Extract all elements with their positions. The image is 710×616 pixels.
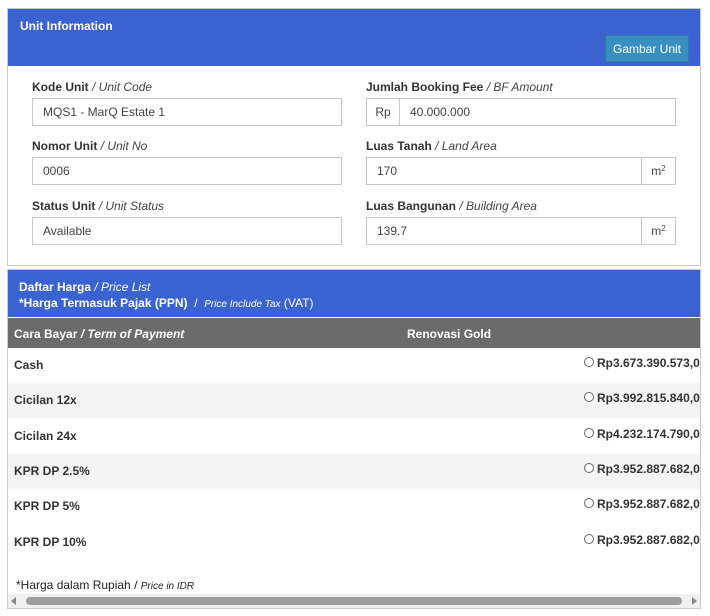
payment-term: Cash bbox=[14, 358, 44, 372]
payment-term: Cicilan 12x bbox=[14, 393, 77, 407]
nomor-unit-field[interactable]: 0006 bbox=[32, 157, 342, 185]
luas-bangunan-value: 139.7 bbox=[377, 224, 408, 238]
price-value: Rp3.952.887.682,00 bbox=[597, 533, 701, 547]
price-list-panel: Daftar Harga / Price List *Harga Termasu… bbox=[7, 269, 701, 609]
horizontal-scrollbar[interactable] bbox=[8, 594, 700, 608]
unit-information-title: Unit Information bbox=[20, 19, 113, 33]
col-product-header: Renovasi Gold bbox=[407, 327, 492, 341]
booking-fee-currency: Rp bbox=[366, 98, 400, 126]
price-option[interactable]: Rp3.952.887.682,00 bbox=[584, 462, 701, 476]
table-row: KPR DP 10% Rp3.952.887.682,00 bbox=[8, 525, 700, 560]
luas-tanah-value: 170 bbox=[377, 164, 398, 178]
price-value: Rp3.992.815.840,00 bbox=[597, 391, 701, 405]
payment-term: KPR DP 2.5% bbox=[14, 464, 90, 478]
price-option[interactable]: Rp4.232.174.790,00 bbox=[584, 427, 701, 441]
gambar-unit-button[interactable]: Gambar Unit bbox=[605, 35, 689, 62]
status-unit-label: Status Unit / Unit Status bbox=[32, 199, 165, 213]
price-value: Rp3.952.887.682,00 bbox=[597, 462, 701, 476]
luas-bangunan-field[interactable]: 139.7 bbox=[366, 217, 642, 245]
price-option[interactable]: Rp3.952.887.682,00 bbox=[584, 497, 701, 511]
price-option[interactable]: Rp3.992.815.840,00 bbox=[584, 391, 701, 405]
radio-button[interactable] bbox=[584, 357, 594, 367]
price-value: Rp3.952.887.682,00 bbox=[597, 497, 701, 511]
kode-unit-value: MQS1 - MarQ Estate 1 bbox=[43, 105, 166, 119]
table-row: Cash Rp3.673.390.573,00 bbox=[8, 348, 700, 383]
luas-tanah-label: Luas Tanah / Land Area bbox=[366, 139, 497, 153]
booking-fee-value: 40.000.000 bbox=[410, 105, 471, 119]
radio-button[interactable] bbox=[584, 463, 594, 473]
scroll-right-icon[interactable] bbox=[692, 597, 697, 605]
table-row: KPR DP 5% Rp3.952.887.682,00 bbox=[8, 489, 700, 524]
table-row: Cicilan 12x Rp3.992.815.840,00 bbox=[8, 383, 700, 418]
luas-tanah-field[interactable]: 170 bbox=[366, 157, 642, 185]
price-value: Rp4.232.174.790,00 bbox=[597, 427, 701, 441]
booking-fee-label: Jumlah Booking Fee / BF Amount bbox=[366, 80, 553, 94]
kode-unit-field[interactable]: MQS1 - MarQ Estate 1 bbox=[32, 98, 342, 126]
radio-button[interactable] bbox=[584, 534, 594, 544]
status-unit-field[interactable]: Available bbox=[32, 217, 342, 245]
radio-button[interactable] bbox=[584, 428, 594, 438]
nomor-unit-value: 0006 bbox=[43, 164, 70, 178]
nomor-unit-label: Nomor Unit / Unit No bbox=[32, 139, 148, 153]
price-value: Rp3.673.390.573,00 bbox=[597, 356, 701, 370]
price-table-header: Cara Bayar / Term of Payment Renovasi Go… bbox=[8, 318, 700, 348]
kode-unit-label: Kode Unit / Unit Code bbox=[32, 80, 153, 94]
scrollbar-thumb[interactable] bbox=[26, 597, 682, 605]
scroll-left-icon[interactable] bbox=[11, 597, 16, 605]
unit-information-panel: Unit Information Gambar Unit Kode Unit /… bbox=[7, 8, 701, 266]
booking-fee-field[interactable]: 40.000.000 bbox=[399, 98, 676, 126]
luas-bangunan-label: Luas Bangunan / Building Area bbox=[366, 199, 537, 213]
col-payment-header: Cara Bayar / Term of Payment bbox=[14, 327, 185, 341]
price-list-header: Daftar Harga / Price List *Harga Termasu… bbox=[8, 270, 700, 317]
payment-term: Cicilan 24x bbox=[14, 429, 77, 443]
price-footnote: *Harga dalam Rupiah / Price in IDR bbox=[16, 578, 195, 592]
price-option[interactable]: Rp3.673.390.573,00 bbox=[584, 356, 701, 370]
price-list-title: Daftar Harga / Price List bbox=[19, 280, 151, 294]
radio-button[interactable] bbox=[584, 392, 594, 402]
radio-button[interactable] bbox=[584, 498, 594, 508]
payment-term: KPR DP 5% bbox=[14, 499, 80, 513]
tax-note: *Harga Termasuk Pajak (PPN) / Price Incl… bbox=[19, 296, 314, 310]
unit-information-header: Unit Information Gambar Unit bbox=[8, 9, 700, 66]
payment-term: KPR DP 10% bbox=[14, 535, 87, 549]
status-unit-value: Available bbox=[43, 224, 92, 238]
table-row: KPR DP 2.5% Rp3.952.887.682,00 bbox=[8, 454, 700, 489]
price-option[interactable]: Rp3.952.887.682,00 bbox=[584, 533, 701, 547]
table-row: Cicilan 24x Rp4.232.174.790,00 bbox=[8, 419, 700, 454]
